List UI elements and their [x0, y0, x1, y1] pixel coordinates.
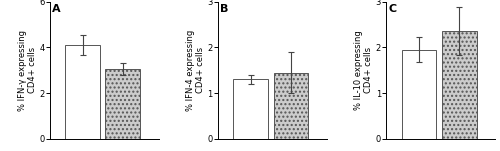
Y-axis label: % IL-10 expressing
CD4+ cells: % IL-10 expressing CD4+ cells [354, 30, 374, 110]
Bar [234, 79, 268, 139]
Text: A: A [52, 4, 61, 14]
Bar [65, 45, 100, 139]
Bar [442, 31, 476, 139]
Text: C: C [388, 4, 397, 14]
Bar [402, 50, 436, 139]
Bar [274, 72, 308, 139]
Y-axis label: % IFN-4 expressing
CD4+ cells: % IFN-4 expressing CD4+ cells [186, 30, 205, 111]
Y-axis label: % IFN-γ expressing
CD4+ cells: % IFN-γ expressing CD4+ cells [18, 30, 37, 111]
Bar [106, 69, 140, 139]
Text: B: B [220, 4, 229, 14]
